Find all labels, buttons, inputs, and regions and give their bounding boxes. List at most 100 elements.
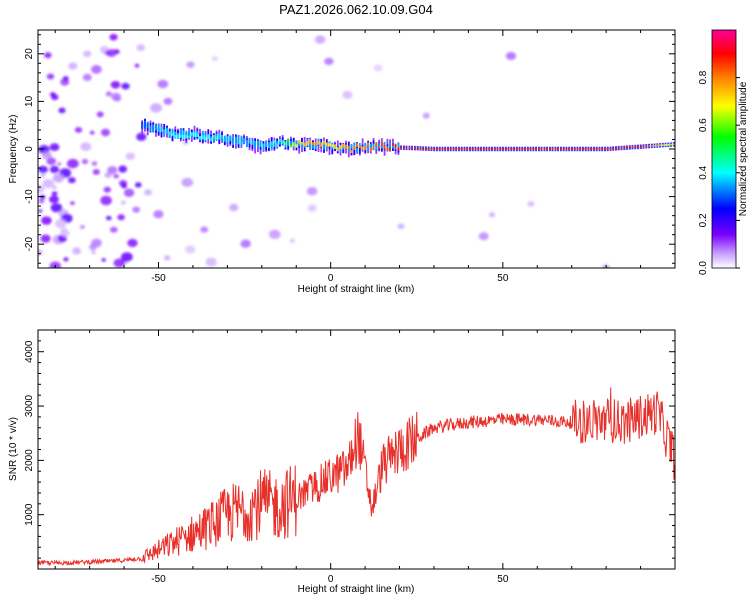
y-tick-label: 1000	[24, 503, 35, 526]
ridge-cell	[284, 141, 287, 146]
spectrogram-speckle	[397, 223, 405, 229]
ridge-cell	[367, 144, 369, 150]
ridge-cell	[587, 148, 590, 150]
ridge-cell	[502, 148, 504, 150]
ridge-cell	[576, 148, 579, 150]
spectrogram-speckle	[82, 73, 92, 81]
ridge-cell	[265, 143, 268, 147]
spectrogram-ylabel: Frequency (Hz)	[8, 115, 19, 184]
ridge-cell	[524, 148, 526, 150]
ridge-cell	[565, 148, 568, 150]
ridge-cell	[350, 144, 353, 149]
spectrogram-speckle	[49, 143, 60, 152]
ridge-cell	[358, 145, 361, 149]
ridge-cell	[458, 148, 460, 150]
ridge-cell	[309, 142, 312, 150]
spectrogram-speckle	[91, 238, 102, 248]
ridge-cell	[631, 146, 634, 148]
snr-axes: -50 0 50 1000 2000 3000 4000	[24, 329, 676, 585]
spectrogram-speckle	[269, 229, 281, 239]
ridge-cell	[257, 141, 259, 146]
snr-xlabel: Height of straight line (km)	[298, 584, 415, 595]
spectrogram-speckle	[240, 239, 251, 248]
spectrogram-speckle	[118, 165, 128, 173]
ridge-cell	[642, 145, 645, 148]
spectrogram-speckle	[186, 61, 195, 68]
spectrogram-speckle	[50, 203, 63, 213]
spectrogram-speckle	[121, 252, 133, 262]
colorbar-tick-label: 0.2	[698, 213, 709, 227]
ridge-cell	[171, 132, 174, 137]
ridge-cell	[653, 144, 656, 147]
spectrogram-speckle	[92, 169, 100, 175]
spectrogram-speckle	[181, 177, 194, 187]
ridge-cell	[471, 148, 474, 150]
ridge-cell	[656, 144, 659, 147]
ridge-cell	[389, 147, 391, 152]
ridge-cell	[160, 128, 163, 132]
y-tick-label: 4000	[24, 340, 35, 363]
spectrogram-speckle	[110, 81, 121, 89]
ridge-cell	[317, 141, 320, 145]
ridge-cell	[334, 144, 336, 150]
spectrogram-speckle	[200, 226, 209, 233]
spectrogram-speckle	[68, 62, 78, 70]
x-tick-label: 0	[328, 273, 334, 284]
ridge-cell	[303, 142, 306, 147]
ridge-cell	[400, 146, 402, 149]
ridge-cell	[204, 136, 207, 141]
spectrogram-speckle	[38, 198, 45, 204]
y-tick-label: 20	[24, 48, 35, 60]
ridge-cell	[163, 129, 166, 136]
spectrogram-speckle	[40, 234, 51, 243]
ridge-cell	[546, 148, 548, 150]
spectrogram-speckle	[163, 97, 173, 105]
ridge-cell	[372, 145, 375, 150]
ridge-cell	[504, 148, 507, 150]
snr-series-line	[38, 387, 675, 567]
ridge-cell	[386, 147, 389, 151]
ridge-cell	[171, 131, 174, 142]
ridge-cell	[240, 135, 243, 143]
ridge-cell	[606, 148, 609, 150]
spectrogram-speckle	[96, 111, 104, 118]
ridge-cell	[375, 143, 378, 151]
ridge-cell	[218, 134, 221, 139]
ridge-cell	[562, 148, 565, 150]
ridge-cell	[309, 139, 312, 144]
spectrogram-speckle	[101, 258, 106, 262]
ridge-cell	[232, 139, 234, 145]
ridge-cell	[521, 148, 524, 150]
ridge-cell	[196, 133, 199, 137]
ridge-cell	[584, 148, 587, 150]
ridge-cell	[301, 141, 303, 145]
x-tick-label: 50	[497, 574, 509, 585]
ridge-cell	[212, 135, 215, 139]
ridge-cell	[235, 137, 237, 145]
ridge-cell	[554, 148, 557, 150]
ridge-cell	[383, 145, 386, 150]
ridge-cell	[364, 142, 367, 149]
ridge-cell	[240, 141, 243, 146]
ridge-cell	[392, 142, 394, 146]
ridge-cell	[422, 147, 425, 150]
ridge-cell	[609, 148, 612, 150]
ridge-cell	[369, 143, 372, 149]
ridge-cell	[262, 146, 265, 152]
ridge-cell	[513, 148, 515, 150]
ridge-cell	[549, 148, 551, 150]
spectrogram-speckle	[144, 189, 152, 196]
ridge-cell	[144, 124, 146, 129]
ridge-cell	[378, 143, 380, 148]
spectrogram-speckle	[150, 103, 163, 113]
ridge-cell	[193, 132, 196, 137]
ridge-cell	[146, 121, 149, 127]
spectrogram-speckle	[120, 200, 126, 205]
y-tick-label: 0	[24, 146, 35, 152]
ridge-cell	[364, 145, 367, 150]
colorbar-gradient	[711, 29, 737, 269]
ridge-cell	[339, 145, 342, 149]
spectrogram-speckle	[91, 161, 98, 166]
ridge-cell	[510, 148, 513, 150]
ridge-cell	[163, 129, 166, 133]
